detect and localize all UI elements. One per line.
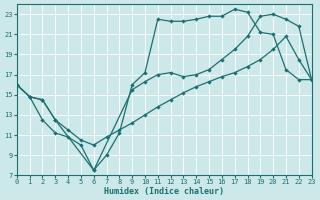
X-axis label: Humidex (Indice chaleur): Humidex (Indice chaleur) <box>104 187 224 196</box>
